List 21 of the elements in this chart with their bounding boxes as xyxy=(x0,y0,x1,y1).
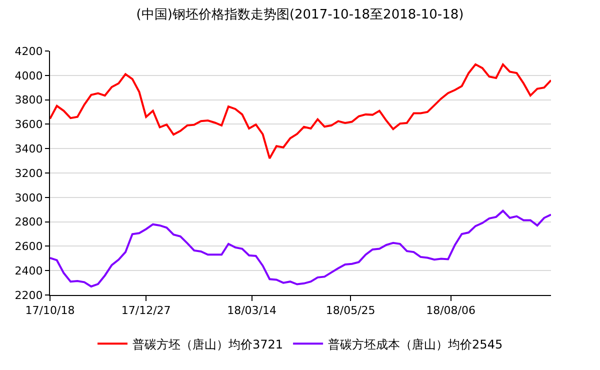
y-tick-label: 3200 xyxy=(14,166,43,180)
line-series xyxy=(50,63,551,160)
y-tick-label: 2800 xyxy=(14,216,43,229)
y-tick-label: 3800 xyxy=(14,94,43,107)
y-tick-label: 3000 xyxy=(14,191,43,204)
y-tick-label: 4000 xyxy=(14,69,43,82)
legend-label: 普碳方坯（唐山）均价3721 xyxy=(132,337,284,352)
y-tick-label: 2400 xyxy=(14,264,43,278)
x-tick-label: 18/08/06 xyxy=(426,304,476,318)
chart-title: (中国)钢坯价格指数走势图(2017-10-18至2018-10-18) xyxy=(136,7,464,22)
y-tick-label: 2200 xyxy=(14,288,43,302)
y-tick-label: 2600 xyxy=(14,240,43,254)
y-tick-label: 3400 xyxy=(14,142,43,156)
x-tick-label: 18/05/25 xyxy=(326,304,376,318)
legend-label: 普碳方坯成本（唐山）均价2545 xyxy=(328,337,503,352)
y-tick-label: 4200 xyxy=(14,44,43,58)
x-tick-label: 17/10/18 xyxy=(25,304,75,318)
y-tick-label: 3600 xyxy=(14,118,43,132)
x-tick-label: 17/12/27 xyxy=(121,304,171,318)
line-series xyxy=(50,210,551,288)
x-tick-label: 18/03/14 xyxy=(227,304,276,318)
